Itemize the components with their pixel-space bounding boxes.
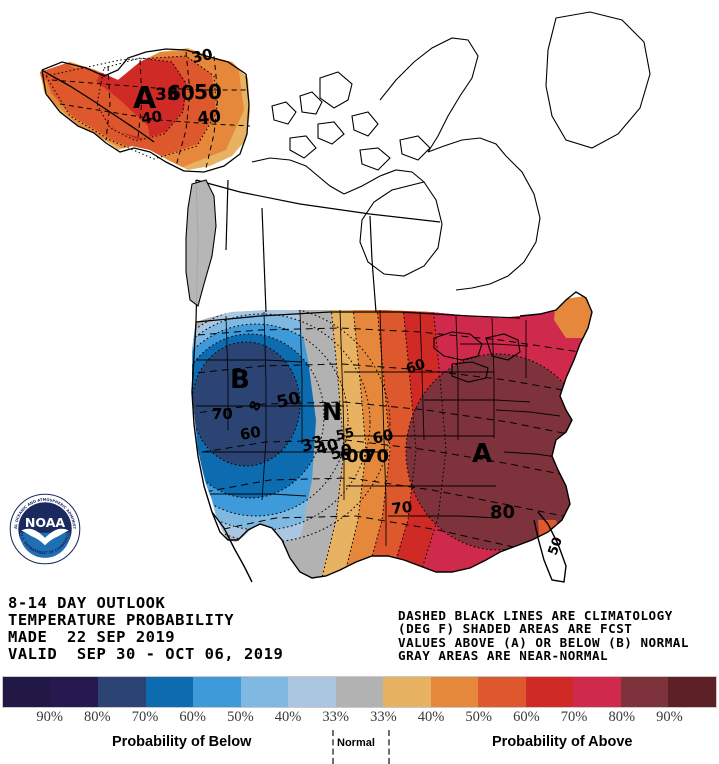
canada-coastline <box>251 11 651 383</box>
north-america-map: A 35 60 50 30 40 40 B 70 60 8 50 N 33 40… <box>40 11 651 583</box>
colorbar-tick-label: 70% <box>560 709 588 725</box>
colorbar-swatch-above-40[interactable] <box>430 677 479 707</box>
svg-text:35: 35 <box>155 85 179 105</box>
svg-text:70: 70 <box>364 446 389 467</box>
colorbar-tick-label: 40% <box>417 709 445 725</box>
conus-probability-shading <box>192 296 592 578</box>
caption-probability-above: Probability of Above <box>492 734 633 750</box>
alaska-climatology-lines <box>51 51 251 169</box>
alaska-coastline <box>41 48 250 173</box>
svg-text:B: B <box>230 365 250 395</box>
caption-probability-below: Probability of Below <box>112 734 252 750</box>
colorbar-swatch-below-50[interactable] <box>193 677 241 707</box>
colorbar-tick-12: 80% <box>574 709 635 729</box>
svg-text:N: N <box>322 398 342 426</box>
svg-text:50: 50 <box>194 80 222 104</box>
colorbar-swatch-above-80[interactable] <box>620 677 669 707</box>
colorbar-tick-8: 40% <box>383 709 445 729</box>
colorbar-tick-2: 70% <box>97 709 159 729</box>
svg-text:40: 40 <box>140 107 163 128</box>
svg-text:40: 40 <box>196 107 222 129</box>
colorbar-tick-label: 60% <box>179 709 206 725</box>
colorbar-tick-label: 90% <box>656 709 683 725</box>
svg-text:50: 50 <box>275 388 302 413</box>
legend: 90% 80% 70% 60% 50% 40% 33% 33% 40% 50% 60% 70% 80% 9… <box>0 676 719 764</box>
colorbar-tick-10: 60% <box>479 709 540 729</box>
caption-normal: Normal <box>337 737 375 749</box>
svg-text:6: 6 <box>340 445 351 464</box>
map-notes: DASHED BLACK LINES ARE CLIMATOLOGY (DEG … <box>398 608 689 664</box>
colorbar-tick-0: 90% <box>2 709 63 729</box>
colorbar-tick-1: 80% <box>50 709 111 729</box>
colorbar-swatch-below-90[interactable] <box>3 677 51 707</box>
colorbar-tick-14 <box>669 709 717 729</box>
alaska-contour-lines <box>45 55 218 160</box>
svg-text:A: A <box>133 81 157 116</box>
colorbar-tick-labels: 90% 80% 70% 60% 50% 40% 33% 33% 40% 50% 60% 70% 80% 9… <box>2 709 717 729</box>
colorbar-tick-label: 40% <box>274 709 302 725</box>
colorbar-tick-3: 60% <box>145 709 206 729</box>
outlook-caption: 8-14 DAY OUTLOOK TEMPERATURE PROBABILITY… <box>8 594 284 663</box>
svg-text:80: 80 <box>490 502 515 523</box>
normal-divider-right <box>388 730 390 764</box>
colorbar-tick-label: 33% <box>322 709 349 725</box>
colorbar-swatch-above-90[interactable] <box>668 677 716 707</box>
colorbar-tick-label: 70% <box>131 709 159 725</box>
colorbar-tick-label: 90% <box>36 709 63 725</box>
svg-text:00: 00 <box>346 446 371 467</box>
state-boundaries <box>196 309 565 546</box>
colorbar-swatch-above-70[interactable] <box>573 677 621 707</box>
colorbar-tick-label: 60% <box>513 709 540 725</box>
svg-text:70: 70 <box>391 498 414 518</box>
colorbar-swatch-above-33[interactable] <box>383 677 431 707</box>
normal-divider-left <box>332 730 334 764</box>
probability-colorbar[interactable] <box>2 676 717 708</box>
svg-text:70: 70 <box>212 405 233 423</box>
colorbar-tick-label: 50% <box>465 709 493 725</box>
colorbar-tick-4: 50% <box>193 709 254 729</box>
colorbar-swatch-above-60[interactable] <box>525 677 574 707</box>
colorbar-swatch-below-40[interactable] <box>240 677 289 707</box>
legend-captions: Probability of Below Normal Probability … <box>0 730 719 764</box>
map-area: A 35 60 50 30 40 40 B 70 60 8 50 N 33 40… <box>8 11 651 583</box>
svg-text:55: 55 <box>335 425 356 443</box>
colorbar-tick-7: 33% <box>336 709 397 729</box>
svg-text:60: 60 <box>167 81 195 105</box>
colorbar-tick-5: 40% <box>240 709 302 729</box>
colorbar-swatch-below-33[interactable] <box>288 677 336 707</box>
colorbar-tick-6: 33% <box>288 709 349 729</box>
colorbar-tick-13: 90% <box>622 709 683 729</box>
svg-text:60: 60 <box>239 423 263 444</box>
svg-text:60: 60 <box>371 425 396 448</box>
bc-coast-near-normal <box>185 179 217 307</box>
national-borders <box>195 179 521 323</box>
colorbar-swatch-near-normal[interactable] <box>335 677 384 707</box>
svg-text:A: A <box>472 439 492 469</box>
colorbar-swatch-below-70[interactable] <box>98 677 146 707</box>
colorbar-tick-9: 50% <box>431 709 492 729</box>
svg-text:60: 60 <box>404 356 428 378</box>
colorbar-swatch-above-50[interactable] <box>478 677 526 707</box>
colorbar-tick-label: 33% <box>370 709 397 725</box>
colorbar-tick-label: 50% <box>227 709 254 725</box>
colorbar-tick-11: 70% <box>526 709 588 729</box>
colorbar-swatch-below-60[interactable] <box>145 677 194 707</box>
colorbar-swatch-below-80[interactable] <box>50 677 99 707</box>
svg-text:50: 50 <box>546 535 566 557</box>
map-value-labels: A 35 60 50 30 40 40 B 70 60 8 50 N 33 40… <box>133 45 566 557</box>
conus-coastline <box>191 291 593 583</box>
colorbar-tick-label: 80% <box>608 709 636 725</box>
colorbar-tick-label: 80% <box>84 709 111 725</box>
noaa-logo: NOAA NATIONAL OCEANIC AND ATMOSPHERIC AD… <box>8 492 81 565</box>
noaa-wordmark: NOAA <box>25 515 66 530</box>
svg-text:30: 30 <box>190 45 214 67</box>
